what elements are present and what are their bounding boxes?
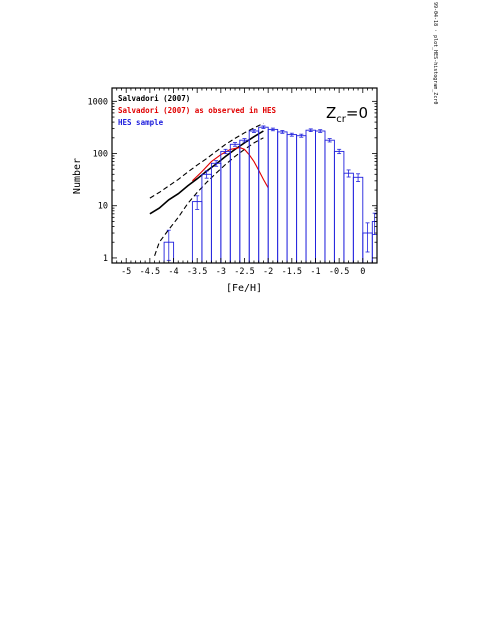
zcr-annotation-tail: =0 (346, 104, 368, 122)
axis-ticks (112, 88, 377, 263)
y-axis-label: Number (72, 158, 83, 194)
legend-item-model: Salvadori (2007) (118, 94, 190, 103)
series-line-3 (192, 147, 269, 189)
tick-labels: -5 -4.5 -4 -3.5 -3 -2.5 -2 -1.5 -1 -0.5 0 1 10 100 100… (88, 97, 366, 277)
hist-bar-6 (220, 150, 231, 263)
series-line-1 (149, 122, 264, 199)
x-tick-label: -0.5 (329, 267, 349, 277)
zcr-annotation-main: Z (326, 104, 336, 122)
hist-bar-19 (343, 172, 354, 263)
x-tick-label: -4.5 (140, 267, 160, 277)
hist-bar-18 (333, 150, 345, 263)
hist-bar-16 (315, 130, 326, 263)
zcr-annotation-sub: cr (336, 114, 346, 125)
series-line-2 (154, 137, 264, 256)
hist-bar-5 (210, 162, 222, 263)
y-tick-label: 1000 (88, 97, 108, 107)
hist-bar-9 (248, 130, 260, 263)
hist-bar-15 (305, 129, 316, 263)
hist-bar-14 (296, 135, 307, 263)
hist-bar-20 (352, 176, 364, 263)
x-tick-label: -5 (121, 267, 131, 277)
x-tick-label: -1 (310, 267, 320, 277)
x-tick-label: -2 (263, 267, 273, 277)
legend-item-observed: Salvadori (2007) as observed in HES (118, 106, 277, 115)
x-tick-label: -3 (216, 267, 226, 277)
x-tick-label: -4 (168, 267, 178, 277)
side-label: 99-04-18 · plot_HES-histogram_Zcr0 (432, 2, 438, 105)
hist-bar-10 (258, 126, 269, 263)
y-tick-label: 10 (98, 202, 108, 212)
x-tick-label: -2.5 (234, 267, 254, 277)
y-tick-label: 100 (93, 150, 108, 160)
model-curves (149, 122, 269, 256)
x-tick-label: -1.5 (282, 267, 302, 277)
hist-bar-7 (229, 143, 241, 263)
hist-bar-11 (267, 128, 279, 263)
hist-bar-12 (277, 131, 288, 263)
x-tick-label: 0 (360, 267, 365, 277)
legend-item-hes: HES sample (118, 118, 164, 127)
hist-bar-17 (324, 139, 335, 263)
y-tick-label: 1 (103, 254, 108, 264)
hes-histogram (163, 125, 377, 263)
hist-bar-13 (286, 134, 298, 263)
hist-bar-3 (191, 201, 203, 263)
hist-bar-8 (239, 139, 250, 263)
x-tick-label: -3.5 (187, 267, 207, 277)
zcr-annotation: Zcr=0 (326, 104, 368, 125)
hist-bar-4 (201, 173, 212, 263)
x-axis-label: [Fe/H] (226, 283, 262, 294)
